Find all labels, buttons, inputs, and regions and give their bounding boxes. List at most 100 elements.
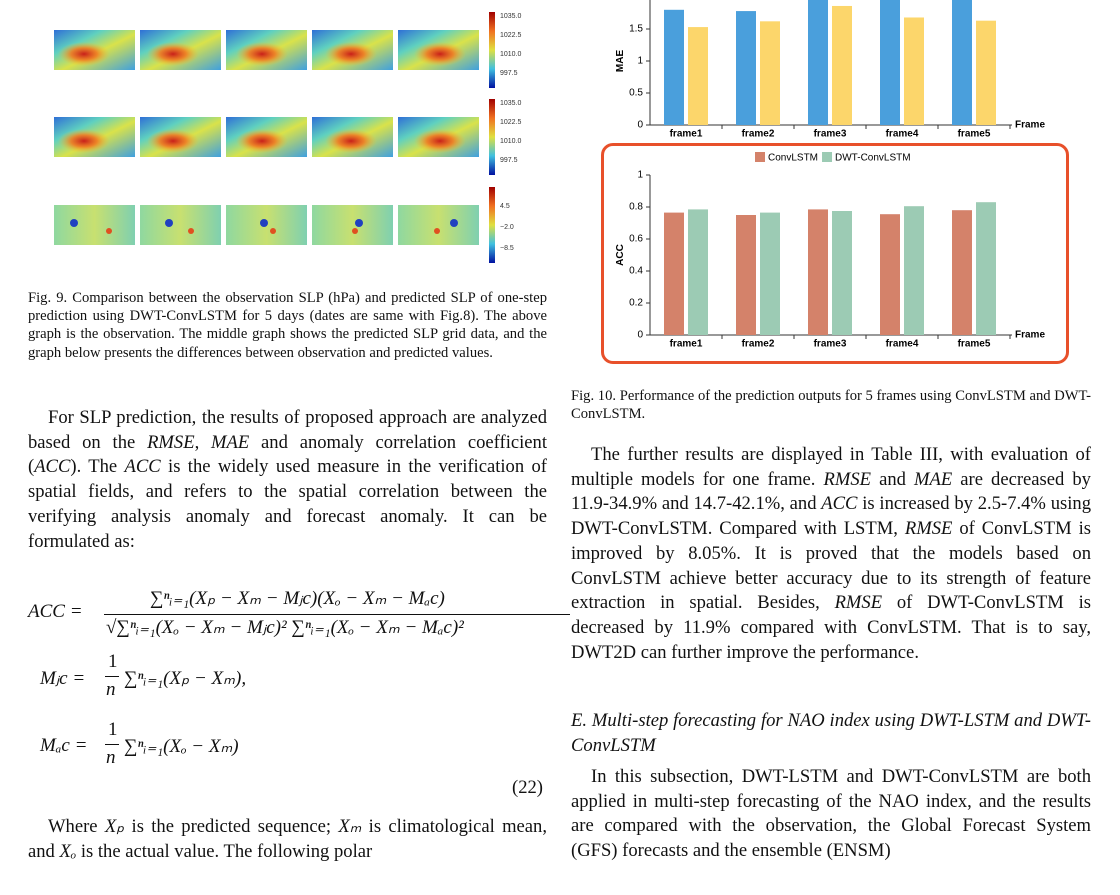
- math: Xₘ: [338, 816, 362, 837]
- text: In this subsection, DWT-LSTM and DWT-Con…: [571, 766, 1091, 862]
- legend-swatch: [755, 152, 765, 162]
- text: and: [871, 468, 914, 490]
- math: MAE: [211, 431, 250, 453]
- math: Xₚ: [104, 816, 125, 837]
- x-tick-label: frame1: [670, 129, 703, 140]
- eq-rhs: ∑ⁿᵢ₌₁(Xₒ − Xₘ): [124, 736, 239, 757]
- bar: [760, 21, 780, 125]
- heatmap-blob: [325, 42, 377, 66]
- x-tick-label: frame3: [814, 339, 847, 350]
- figure-caption: Fig. 9. Comparison between the observati…: [28, 290, 547, 361]
- heatmap-blob: [325, 129, 377, 153]
- legend-swatch: [822, 152, 833, 162]
- heatmap-spot: [355, 219, 363, 227]
- text: is the predicted sequence;: [124, 816, 339, 837]
- bar: [976, 202, 996, 335]
- colorbar-label: 1010.0: [500, 138, 522, 145]
- bar: [760, 212, 780, 335]
- paragraph: In this subsection, DWT-LSTM and DWT-Con…: [571, 765, 1091, 864]
- highlight-box: [601, 143, 1069, 364]
- math: ACC: [34, 456, 71, 478]
- math: MAE: [914, 468, 953, 490]
- math: RMSE: [834, 592, 883, 614]
- x-tick-label: frame2: [742, 339, 775, 350]
- bar: [880, 214, 900, 335]
- eq-denominator: √∑ⁿᵢ₌₁(Xₒ − Xₘ − Mⱼc)² ∑ⁿᵢ₌₁(Xₒ − Xₘ − M…: [106, 617, 464, 638]
- bar: [952, 0, 972, 125]
- eq-numerator: 1: [108, 719, 118, 740]
- y-tick-label: 2: [637, 0, 643, 3]
- heatmap-spot: [270, 228, 276, 234]
- colorbar-label: 1022.5: [500, 32, 522, 39]
- bar: [736, 215, 756, 335]
- math: ACC: [124, 456, 161, 478]
- fraction-bar: [105, 676, 119, 677]
- bar: [688, 209, 708, 335]
- bar: [976, 20, 996, 125]
- text: are decreased by 11.9-34.9% and 14.7-42.…: [571, 468, 1091, 515]
- text: is increased by 2.5-7.4% using DWT-ConvL…: [571, 493, 1091, 540]
- colorbar-label: 997.5: [500, 157, 518, 164]
- heatmap: [398, 205, 479, 245]
- eq-numerator: ∑ⁿᵢ₌₁(Xₚ − Xₘ − Mⱼc)(Xₒ − Xₘ − Mₐc): [150, 588, 445, 609]
- colorbar-label: 1010.0: [500, 51, 522, 58]
- legend-label: ConvLSTM: [768, 153, 818, 164]
- heatmap-blob: [414, 129, 466, 153]
- section-heading: E. Multi-step forecasting for NAO index …: [571, 710, 1091, 756]
- fraction-bar: [105, 744, 119, 745]
- math: Xₒ: [59, 840, 77, 862]
- figure-caption: Fig. 10. Performance of the prediction o…: [571, 388, 1091, 423]
- x-tick-label: frame4: [886, 129, 919, 140]
- x-tick-label: frame5: [958, 129, 991, 140]
- eq-rhs: ∑ⁿᵢ₌₁(Xₚ − Xₘ),: [124, 668, 247, 689]
- text: is the actual value. The following polar: [76, 840, 373, 862]
- bar: [904, 17, 924, 126]
- colorbar: [489, 12, 495, 88]
- eq-lhs: Mₐc =: [40, 735, 88, 756]
- heatmap: [54, 205, 135, 245]
- bar: [904, 206, 924, 335]
- eq-numerator: 1: [108, 651, 118, 672]
- fraction-bar: [104, 614, 570, 615]
- x-tick-label: frame5: [958, 339, 991, 350]
- heatmap-blob: [236, 42, 288, 66]
- x-tick-label: frame4: [886, 339, 919, 350]
- y-tick-label: 0: [637, 120, 643, 131]
- bar: [808, 0, 828, 125]
- bar: [808, 209, 828, 335]
- y-tick-label: 1: [637, 170, 643, 181]
- text: Where: [48, 816, 105, 837]
- heatmap-blob: [58, 129, 110, 153]
- bar: [952, 210, 972, 335]
- figure-9: 1035.0 1022.5 1010.0 997.5 1035.0 1022.5 1010.…: [54, 12, 522, 263]
- y-tick-label: 1.5: [629, 24, 643, 35]
- heatmap: [140, 205, 221, 245]
- colorbar-label: 1035.0: [500, 100, 522, 107]
- heatmap-spot: [434, 228, 440, 234]
- y-tick-label: 0.2: [629, 298, 643, 309]
- text: The further results are displayed in Tab…: [571, 444, 1091, 490]
- y-tick-label: 0.8: [629, 202, 643, 213]
- colorbar: [489, 99, 495, 175]
- colorbar-label: 997.5: [500, 70, 518, 77]
- colorbar-label: −8.5: [500, 245, 514, 252]
- eq-denominator: n: [106, 747, 116, 768]
- colorbar: [489, 187, 495, 263]
- text: ,: [194, 431, 212, 453]
- paragraph: Where Xₚ is the predicted sequence; Xₘ i…: [28, 815, 547, 864]
- paragraph: For SLP prediction, the results of propo…: [28, 406, 547, 554]
- y-tick-label: 0: [637, 330, 643, 341]
- legend-label: DWT-ConvLSTM: [835, 153, 911, 164]
- heatmap-blob: [58, 42, 110, 66]
- x-tick-label: frame1: [670, 339, 703, 350]
- heatmap-spot: [106, 228, 112, 234]
- heatmap-spot: [352, 228, 358, 234]
- colorbar-label: 1035.0: [500, 13, 522, 20]
- heatmap: [312, 205, 393, 245]
- heatmap-spot: [188, 228, 194, 234]
- heatmap-spot: [165, 219, 173, 227]
- x-axis-label: Frame: [1015, 120, 1045, 131]
- x-tick-label: frame3: [814, 129, 847, 140]
- bar: [688, 27, 708, 125]
